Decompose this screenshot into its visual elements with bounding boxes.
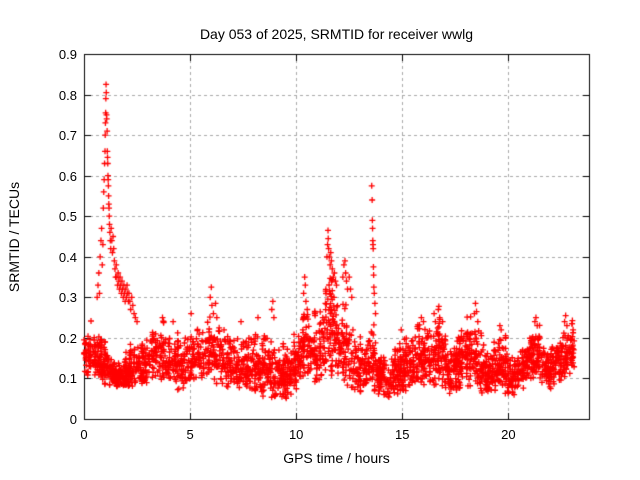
x-tick-label: 0 bbox=[80, 427, 88, 442]
y-axis-label: SRMTID / TECUs bbox=[6, 181, 22, 293]
x-tick-label: 20 bbox=[501, 427, 516, 442]
x-axis-label: GPS time / hours bbox=[283, 450, 390, 466]
y-tick-label: 0.8 bbox=[58, 87, 77, 103]
chart-title: Day 053 of 2025, SRMTID for receiver wwl… bbox=[199, 26, 474, 42]
y-tick-label: 0.4 bbox=[58, 249, 77, 265]
y-tick-label: 0.1 bbox=[58, 371, 77, 387]
y-tick-label: 0 bbox=[69, 412, 77, 427]
x-tick-label: 5 bbox=[186, 427, 194, 442]
x-tick-label: 10 bbox=[288, 427, 304, 442]
x-tick-label: 15 bbox=[395, 427, 410, 442]
y-tick-label: 0.7 bbox=[58, 128, 77, 144]
y-tick-label: 0.6 bbox=[58, 168, 77, 184]
y-tick-label: 0.9 bbox=[58, 47, 77, 62]
y-tick-label: 0.3 bbox=[58, 290, 77, 306]
y-tick-label: 0.5 bbox=[58, 209, 77, 225]
y-tick-label: 0.2 bbox=[58, 330, 77, 346]
